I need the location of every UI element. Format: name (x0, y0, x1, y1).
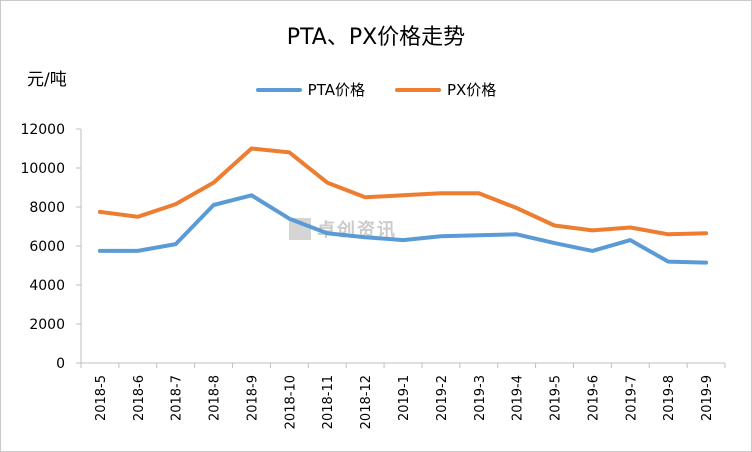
x-tick-label: 2018-8 (208, 375, 223, 421)
y-tick-label: 6000 (29, 239, 65, 255)
x-tick-label: 2018-6 (132, 375, 147, 421)
legend-label-px: PX价格 (446, 81, 497, 99)
y-axis-unit-label: 元/吨 (27, 70, 67, 90)
legend-swatch-pta (255, 87, 302, 92)
x-tick-label: 2019-8 (662, 375, 677, 421)
x-tick-label: 2018-10 (283, 375, 298, 429)
x-tick-label: 2019-3 (473, 375, 488, 421)
y-tick-label: 0 (56, 356, 65, 372)
y-tick-label: 10000 (20, 161, 65, 177)
x-tick-label: 2019-5 (549, 375, 564, 421)
x-tick-label: 2018-5 (94, 375, 109, 421)
y-tick-label: 8000 (29, 200, 65, 216)
series-line-px (97, 146, 709, 237)
x-tick-label: 2019-4 (511, 375, 526, 421)
legend-item-pta: PTA价格 (255, 79, 365, 100)
x-tick-label: 2019-6 (586, 375, 601, 421)
legend-item-px: PX价格 (394, 79, 497, 100)
x-tick-label: 2018-11 (321, 375, 336, 429)
legend: PTA价格 PX价格 (1, 79, 751, 100)
x-tick-label: 2019-7 (624, 375, 639, 421)
y-tick-label: 12000 (20, 122, 65, 138)
y-tick-label: 2000 (29, 317, 65, 333)
y-tick-label: 4000 (29, 278, 65, 294)
x-tick-label: 2019-1 (397, 375, 412, 421)
legend-swatch-px (394, 87, 441, 92)
x-tick-label: 2019-2 (435, 375, 450, 421)
x-tick-label: 2018-9 (245, 375, 260, 421)
x-tick-label: 2019-9 (700, 375, 715, 421)
x-tick-label: 2018-12 (359, 375, 374, 429)
x-tick-label: 2018-7 (170, 375, 185, 421)
chart-title: PTA、PX价格走势 (286, 25, 466, 50)
legend-label-pta: PTA价格 (307, 81, 365, 99)
